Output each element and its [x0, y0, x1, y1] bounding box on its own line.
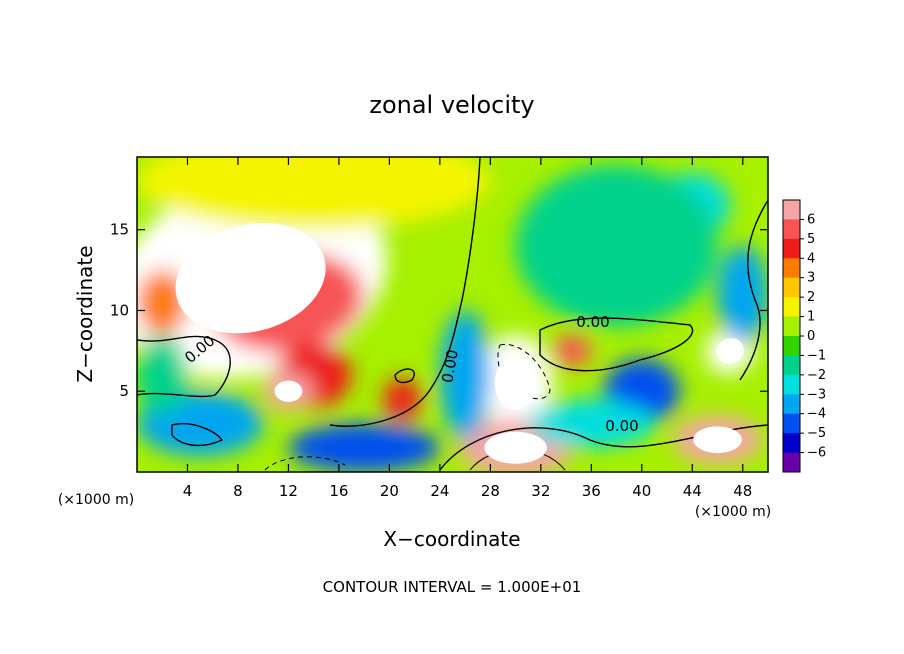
- colorbar-swatch: [783, 355, 800, 376]
- field-blob: [383, 378, 421, 421]
- contour-line: [394, 368, 415, 384]
- x-tick-label: 48: [733, 482, 752, 500]
- colorbar-tick-label: −2: [807, 368, 826, 383]
- field-blob: [717, 245, 768, 343]
- x-tick-label: 24: [430, 482, 449, 500]
- x-tick-label: 28: [481, 482, 500, 500]
- colorbar-tick-label: 3: [807, 271, 815, 286]
- x-tick-label: 40: [632, 482, 651, 500]
- field-blob: [515, 165, 718, 327]
- negative-contour-line: [264, 456, 346, 471]
- colorbar-tick-label: 2: [807, 290, 815, 305]
- x-tick-label: 20: [380, 482, 399, 500]
- field-blob: [137, 157, 491, 230]
- colorbar-swatch: [783, 219, 800, 240]
- colorbar-tick-label: 0: [807, 329, 815, 344]
- contour-label: 0.00: [576, 313, 609, 331]
- x-tick-label: 44: [683, 482, 702, 500]
- field-core: [494, 356, 537, 410]
- plot-area: 0.00 0.00 0.00 0.00: [136, 156, 769, 473]
- field-blob: [288, 423, 440, 472]
- contour-line: [739, 199, 768, 381]
- contour-label: 0.00: [605, 417, 638, 435]
- colorbar-swatch: [783, 277, 800, 298]
- colorbar-tick-label: 6: [807, 212, 815, 227]
- x-tick-label: 16: [329, 482, 348, 500]
- plot-frame: [136, 156, 769, 473]
- colorbar: 6 5 4 3 2 1 0 −1 −2 −3 −4 −5 −6: [782, 199, 826, 473]
- contour-line: [329, 157, 481, 427]
- contour-label: 0.00: [438, 348, 462, 384]
- colorbar-tick-label: −5: [807, 426, 826, 441]
- colorbar-swatch: [783, 394, 800, 415]
- contour-line: [137, 335, 231, 398]
- x-tick-label: 8: [233, 482, 243, 500]
- colorbar-tick-label: 1: [807, 310, 815, 325]
- field-core: [274, 380, 303, 402]
- x-tick-label: 36: [582, 482, 601, 500]
- field-blob: [439, 310, 491, 440]
- colorbar-tick-label: −6: [807, 446, 826, 461]
- chart-title: zonal velocity: [369, 91, 534, 119]
- colorbar-swatch: [783, 433, 800, 454]
- field-blob: [137, 270, 188, 335]
- contour-line: [539, 317, 694, 372]
- field-blob: [137, 334, 188, 416]
- x-unit-left: (×1000 m): [58, 492, 134, 508]
- colorbar-swatch: [783, 413, 800, 434]
- x-axis-label: X−coordinate: [383, 527, 520, 551]
- field-blob: [528, 399, 655, 448]
- colorbar-tick-label: 4: [807, 251, 815, 266]
- y-tick-label: 5: [119, 382, 129, 400]
- y-tick-label: 15: [110, 221, 129, 239]
- x-tick-label: 32: [531, 482, 550, 500]
- y-axis-ticks: 5 10 15: [110, 221, 768, 400]
- field-core: [484, 431, 547, 464]
- x-axis-ticks: 4 8 12 16 20 24 28 32 36 40 44 48: [183, 157, 752, 500]
- colorbar-tick-label: 5: [807, 232, 815, 247]
- colorbar-tick-label: −3: [807, 387, 826, 402]
- colorbar-swatch: [783, 374, 800, 395]
- field-blob: [553, 334, 592, 367]
- colorbar-swatch: [783, 238, 800, 259]
- contour-interval-note: CONTOUR INTERVAL = 1.000E+01: [323, 578, 582, 596]
- field-core: [693, 426, 742, 454]
- colorbar-swatch: [783, 258, 800, 279]
- colorbar-swatch: [783, 336, 800, 356]
- field-core: [175, 223, 326, 334]
- x-tick-label: 4: [183, 482, 193, 500]
- y-tick-label: 10: [110, 301, 129, 319]
- contour-line: [171, 423, 224, 447]
- colorbar-swatch: [783, 297, 800, 318]
- y-axis-label: Z−coordinate: [73, 245, 97, 382]
- x-unit-right: (×1000 m): [695, 504, 771, 520]
- negative-contour-line: [497, 343, 551, 400]
- colorbar-tick-label: −4: [807, 407, 826, 422]
- x-tick-label: 12: [279, 482, 298, 500]
- colorbar-tick-label: −1: [807, 348, 826, 363]
- colorbar-swatch: [783, 200, 800, 220]
- field-core: [716, 338, 744, 364]
- colorbar-swatch: [783, 316, 800, 337]
- colorbar-swatch: [783, 452, 800, 473]
